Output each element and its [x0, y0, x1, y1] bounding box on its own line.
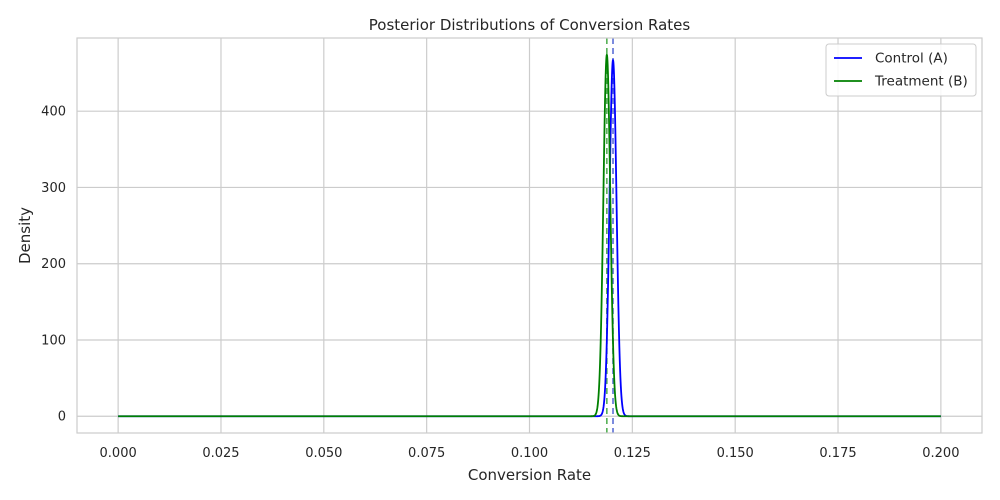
y-tick-label: 300 [41, 181, 66, 196]
x-tick-label: 0.200 [922, 446, 959, 461]
x-tick-label: 0.100 [511, 446, 548, 461]
legend: Control (A) Treatment (B) [825, 43, 977, 97]
x-tick-label: 0.075 [408, 446, 445, 461]
y-tick-label: 400 [41, 105, 66, 120]
chart-title: Posterior Distributions of Conversion Ra… [369, 16, 691, 34]
legend-label-treatment: Treatment (B) [874, 74, 968, 90]
legend-box [825, 43, 977, 97]
legend-label-control: Control (A) [875, 51, 948, 67]
y-tick-label: 0 [58, 410, 66, 425]
x-tick-labels: 0.000 0.025 0.050 0.075 0.100 0.125 0.150 0.175… [100, 446, 960, 461]
x-tick-label: 0.150 [717, 446, 754, 461]
x-tick-label: 0.025 [202, 446, 239, 461]
mean-lines [606, 38, 614, 433]
y-tick-label: 200 [41, 257, 66, 272]
plot-frame [76, 37, 983, 434]
x-tick-label: 0.125 [614, 446, 651, 461]
x-tick-label: 0.000 [100, 446, 137, 461]
x-tick-label: 0.050 [305, 446, 342, 461]
y-tick-labels: 0 100 200 300 400 [41, 105, 66, 425]
y-axis-label: Density [16, 207, 34, 264]
y-tick-label: 100 [41, 333, 66, 348]
x-tick-label: 0.175 [819, 446, 856, 461]
series-line-1 [117, 53, 942, 418]
x-axis-label: Conversion Rate [468, 466, 591, 484]
series-lines [117, 53, 942, 418]
